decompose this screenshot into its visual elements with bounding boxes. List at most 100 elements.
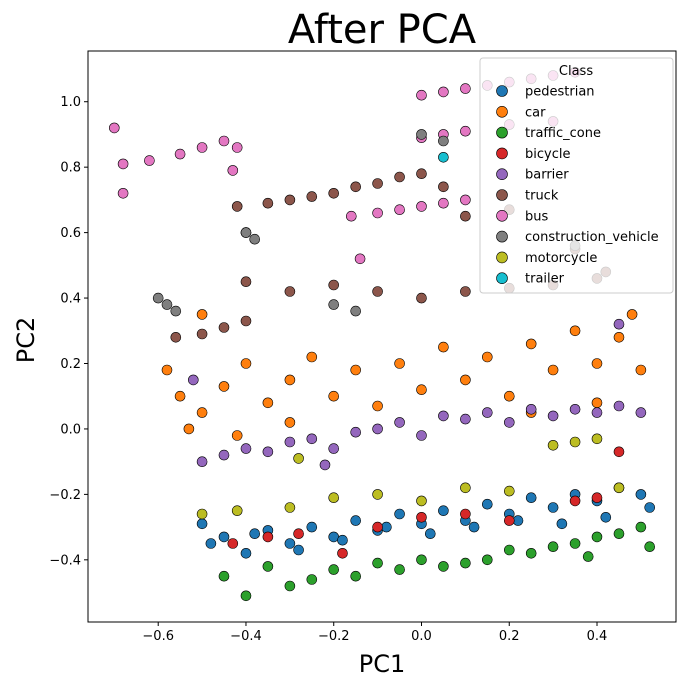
legend-marker-barrier [496,168,508,180]
legend-label-pedestrian: pedestrian [525,85,595,100]
point-truck-10 [372,178,383,189]
point-pedestrian-24 [337,534,348,546]
point-truck-13 [240,276,252,288]
point-bus-27 [460,125,471,137]
point-truck-12 [416,168,427,179]
point-truck-15 [328,279,340,291]
point-pedestrian-23 [293,544,304,556]
point-bus-2 [144,155,155,166]
y-tick-label: 0.4 [60,292,81,307]
point-pedestrian-6 [328,531,340,543]
legend-label-traffic-cone: traffic_cone [525,126,601,141]
point-motorcycle-7 [460,482,471,494]
point-car-24 [231,430,243,441]
point-truck-1 [196,328,208,340]
point-traffic-cone-18 [613,528,625,540]
point-barrier-2 [240,443,252,454]
point-barrier-11 [438,410,449,422]
point-bus-14 [438,197,449,209]
point-barrier-6 [328,443,340,454]
point-traffic-cone-13 [503,544,515,556]
point-barrier-20 [635,407,647,418]
point-traffic-cone-14 [525,547,537,559]
x-tick-label: −0.6 [142,629,174,644]
point-bus-6 [231,142,243,153]
point-truck-18 [460,286,471,297]
plot-frame [87,50,677,623]
point-car-10 [372,400,383,412]
point-pedestrian-31 [644,502,656,513]
point-bus-3 [174,148,186,160]
point-traffic-cone-10 [438,561,449,572]
legend-marker-car [496,106,508,118]
point-barrier-23 [188,374,199,386]
point-car-18 [547,364,559,376]
x-tick-label: 0.4 [587,629,608,644]
point-car-22 [635,364,647,376]
point-truck-3 [240,315,252,327]
legend-box [479,57,674,294]
point-pedestrian-9 [394,508,405,520]
point-car-15 [481,351,493,363]
point-car-26 [196,309,208,320]
point-car-16 [503,390,515,402]
point-truck-4 [231,201,243,212]
point-truck-6 [284,194,296,206]
point-barrier-8 [372,423,383,435]
point-barrier-16 [547,410,559,422]
point-car-3 [218,381,230,392]
point-construction-vehicle-3 [240,227,252,238]
point-construction-vehicle-7 [416,129,427,140]
point-motorcycle-5 [372,489,383,500]
point-bus-1 [117,158,129,170]
point-truck-17 [416,292,427,304]
point-motorcycle-10 [569,436,581,448]
y-tick-label: 1.0 [60,95,81,110]
y-tick-label: 0.6 [60,226,81,241]
point-traffic-cone-3 [284,580,296,592]
point-bus-17 [416,89,427,101]
point-motorcycle-11 [591,433,603,445]
point-traffic-cone-15 [547,541,559,553]
point-pedestrian-4 [284,538,296,549]
point-car-11 [394,358,405,369]
legend-marker-bicycle [496,147,508,160]
point-pedestrian-15 [525,492,537,504]
point-pedestrian-20 [635,489,647,500]
point-traffic-cone-17 [591,531,603,543]
point-car-0 [161,364,173,376]
point-barrier-1 [218,449,230,461]
point-barrier-17 [569,403,581,415]
point-motorcycle-9 [547,439,559,451]
point-car-23 [183,423,195,435]
point-bicycle-1 [262,531,274,543]
point-barrier-3 [262,446,274,458]
x-tick-label: −0.2 [318,629,350,644]
point-truck-11 [394,171,405,183]
point-pedestrian-22 [249,528,260,540]
point-barrier-18 [591,407,603,418]
point-traffic-cone-9 [416,554,427,566]
point-barrier-0 [196,456,208,468]
legend-marker-motorcycle [496,251,508,264]
point-car-5 [262,397,274,409]
legend-marker-truck [496,189,508,201]
point-bicycle-10 [613,446,625,458]
point-traffic-cone-5 [328,564,340,575]
point-bicycle-2 [293,528,304,540]
point-construction-vehicle-8 [438,135,449,147]
point-traffic-cone-1 [240,590,252,602]
point-car-2 [196,407,208,418]
legend-label-construction-vehicle: construction_vehicle [525,230,659,245]
point-barrier-7 [350,426,362,438]
point-barrier-14 [503,417,515,428]
point-bus-15 [460,194,471,206]
point-trailer-0 [438,152,449,163]
point-construction-vehicle-1 [161,299,173,310]
point-traffic-cone-0 [218,570,230,582]
points-layer [109,67,656,602]
point-traffic-cone-19 [635,521,647,533]
